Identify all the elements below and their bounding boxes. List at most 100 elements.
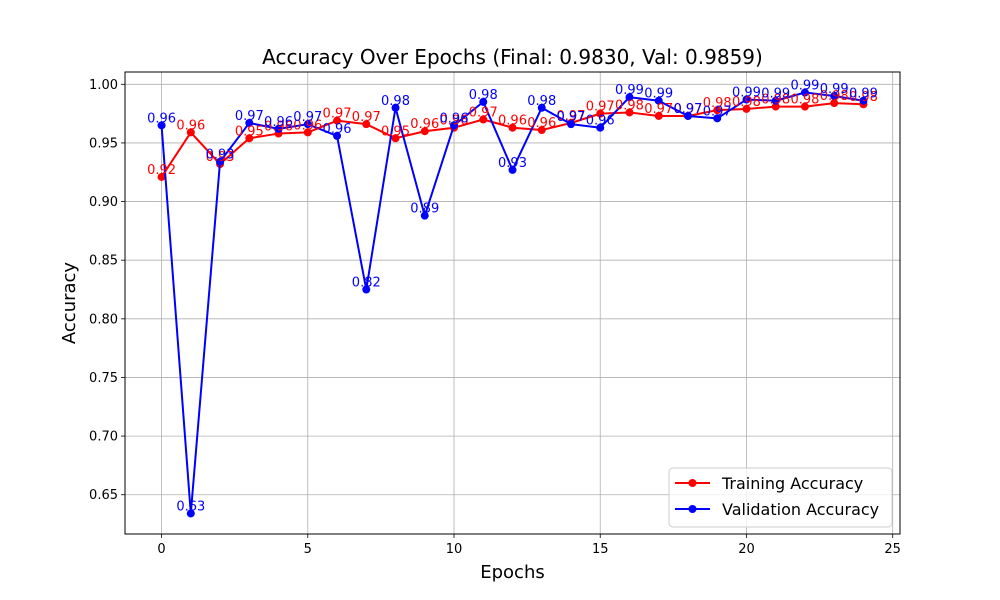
- training-data-label: 0.97: [352, 110, 381, 125]
- validation-data-label: 0.99: [644, 87, 673, 102]
- chart-title: Accuracy Over Epochs (Final: 0.9830, Val…: [262, 45, 763, 69]
- training-point: [771, 102, 780, 111]
- training-data-label: 0.97: [469, 105, 498, 120]
- y-tick-label: 1.00: [89, 78, 118, 93]
- legend-box: [668, 467, 893, 528]
- training-data-label: 0.98: [703, 96, 732, 111]
- validation-point: [450, 121, 459, 130]
- training-data-label: 0.97: [586, 100, 615, 115]
- training-point: [186, 128, 195, 137]
- training-data-label: 0.97: [673, 102, 702, 117]
- validation-data-label: 0.97: [235, 109, 264, 124]
- validation-point: [333, 131, 342, 140]
- training-data-label: 0.95: [381, 124, 410, 139]
- validation-point: [654, 96, 663, 105]
- training-data-label: 0.98: [761, 93, 790, 108]
- validation-point: [362, 285, 371, 294]
- validation-point: [303, 120, 312, 129]
- legend-validation-label: Validation Accuracy: [722, 500, 879, 519]
- y-tick-label: 0.85: [89, 254, 118, 269]
- validation-data-label: 0.98: [527, 94, 556, 109]
- training-point: [391, 134, 400, 143]
- legend-validation-marker: [688, 505, 697, 513]
- validation-data-label: 0.97: [293, 110, 322, 125]
- validation-point: [479, 97, 488, 106]
- validation-point: [771, 96, 780, 105]
- validation-point: [566, 120, 575, 129]
- training-data-label: 0.96: [527, 116, 556, 131]
- training-data-label: 0.96: [293, 118, 322, 133]
- validation-data-label: 0.99: [849, 87, 878, 102]
- validation-data-label: 0.98: [469, 88, 498, 103]
- training-data-label: 0.98: [849, 90, 878, 105]
- axis-ticks: 0 5 10 15 20 25 0.65 0.70 0.75 0.80 0.85 0.90 0.95 1.…: [89, 78, 901, 557]
- training-data-label: 0.98: [820, 89, 849, 104]
- y-tick-label: 0.80: [89, 312, 118, 327]
- training-data-label: 0.98: [790, 93, 819, 108]
- training-point: [508, 123, 517, 132]
- y-axis-label: Accuracy: [59, 262, 80, 345]
- validation-data-label: 0.97: [557, 110, 586, 125]
- validation-point: [830, 92, 839, 101]
- training-point: [333, 116, 342, 125]
- x-tick-label: 5: [304, 542, 312, 557]
- validation-point: [596, 123, 605, 132]
- validation-point: [391, 103, 400, 112]
- validation-point: [420, 211, 429, 220]
- validation-data-label: 0.97: [673, 102, 702, 117]
- x-tick-label: 0: [157, 542, 165, 557]
- x-tick-label: 25: [884, 542, 901, 557]
- validation-point: [157, 121, 166, 130]
- validation-data-label: 0.63: [176, 499, 205, 514]
- validation-point: [245, 119, 254, 128]
- validation-point: [713, 114, 722, 123]
- training-point: [742, 104, 751, 113]
- training-data-label: 0.95: [235, 124, 264, 139]
- training-data-label: 0.96: [410, 117, 439, 132]
- training-data-label: 0.98: [615, 98, 644, 113]
- training-data-label: 0.97: [323, 107, 352, 122]
- training-point: [303, 128, 312, 137]
- data-labels: 0.920.960.930.95 0.96 0.960.97 0.970.95 0.96…: [147, 79, 878, 515]
- training-data-label: 0.98: [732, 95, 761, 110]
- validation-data-label: 0.82: [352, 276, 381, 291]
- training-data-label: 0.92: [147, 163, 176, 178]
- validation-point: [742, 95, 751, 104]
- validation-point: [186, 509, 195, 518]
- training-point: [830, 99, 839, 108]
- validation-data-label: 0.96: [147, 111, 176, 126]
- legend-training-label: Training Accuracy: [721, 474, 863, 493]
- training-point: [625, 108, 634, 117]
- training-point: [596, 109, 605, 118]
- training-data-label: 0.96: [176, 118, 205, 133]
- training-point: [537, 126, 546, 135]
- training-data-label: 0.96: [498, 114, 527, 129]
- training-point: [245, 134, 254, 143]
- validation-point: [274, 124, 283, 133]
- validation-data-label: 0.96: [264, 115, 293, 130]
- validation-point: [683, 111, 692, 120]
- validation-data-label: 0.99: [615, 83, 644, 98]
- validation-data-label: 0.98: [381, 94, 410, 109]
- y-tick-label: 0.70: [89, 430, 118, 445]
- x-tick-label: 10: [446, 542, 463, 557]
- training-point: [654, 111, 663, 120]
- y-tick-label: 0.95: [89, 136, 118, 151]
- plot-frame: [124, 71, 901, 535]
- validation-data-label: 0.89: [410, 202, 439, 217]
- training-point: [800, 102, 809, 111]
- validation-point: [537, 103, 546, 112]
- validation-data-label: 0.99: [761, 87, 790, 102]
- training-data-label: 0.97: [557, 109, 586, 124]
- training-point: [713, 106, 722, 115]
- training-data-label: 0.93: [206, 150, 235, 165]
- grid: [125, 72, 900, 534]
- training-point: [420, 127, 429, 136]
- validation-point: [859, 96, 868, 105]
- training-data-label: 0.97: [644, 102, 673, 117]
- legend-training-marker: [688, 479, 697, 487]
- y-tick-label: 0.90: [89, 195, 118, 210]
- validation-data-label: 0.99: [732, 86, 761, 101]
- validation-data-label: 0.96: [440, 111, 469, 126]
- x-axis-label: Epochs: [480, 562, 545, 583]
